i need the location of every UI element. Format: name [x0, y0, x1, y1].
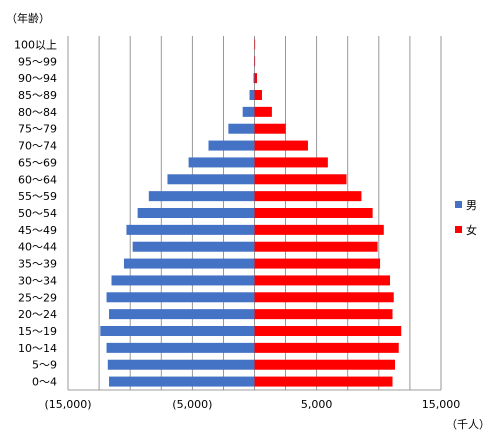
x-tick-labels: (15,000) (5,000) 5,000 15,000	[44, 398, 460, 411]
age-group-label: 85～89	[18, 89, 57, 102]
bar-male	[167, 174, 255, 185]
bar-female	[254, 342, 399, 353]
age-group-label: 10～14	[18, 342, 57, 355]
legend-swatch-male	[455, 201, 462, 208]
bar-male	[106, 292, 255, 303]
bar-male	[109, 376, 255, 387]
legend: 男 女	[455, 199, 477, 237]
bar-male	[253, 73, 255, 84]
bar-female	[254, 174, 347, 185]
x-tick-label: 5,000	[301, 398, 333, 411]
bar-female	[254, 258, 381, 269]
bar-female	[254, 106, 272, 117]
age-group-label: 60～64	[18, 173, 57, 186]
bar-female	[254, 90, 262, 100]
bar-female	[254, 208, 373, 218]
bar-female	[254, 157, 328, 168]
age-group-label: 15～19	[18, 325, 57, 338]
bar-male	[126, 224, 255, 235]
age-group-label: 25～29	[18, 291, 57, 304]
bar-male	[123, 258, 255, 269]
x-tick-label: 15,000	[422, 398, 461, 411]
age-group-label: 75～79	[18, 123, 57, 136]
age-group-label: 70～74	[18, 140, 57, 153]
bars	[100, 39, 402, 387]
bar-female	[254, 292, 394, 303]
bar-female	[254, 241, 378, 252]
bar-female	[254, 224, 384, 235]
bar-female	[254, 376, 393, 387]
age-group-label: 50～54	[18, 207, 57, 220]
bar-male	[132, 241, 255, 252]
bar-female	[254, 73, 257, 84]
legend-label-male: 男	[466, 199, 477, 212]
age-group-label: 80～84	[18, 106, 57, 119]
bar-male	[208, 140, 255, 151]
x-axis-unit-label: （千人）	[446, 418, 490, 431]
age-group-label: 95～99	[18, 55, 57, 68]
age-group-label: 35～39	[18, 258, 57, 271]
age-group-label: 40～44	[18, 241, 57, 254]
x-tick-label: (15,000)	[44, 398, 91, 411]
bar-male	[111, 275, 255, 286]
bar-male	[106, 342, 255, 353]
age-group-label: 65～69	[18, 156, 57, 169]
bar-male	[100, 326, 255, 336]
bar-male	[109, 309, 255, 320]
age-group-label: 20～24	[18, 308, 57, 321]
bar-male	[228, 123, 255, 134]
bar-male	[137, 208, 255, 218]
age-group-label: 5～9	[32, 359, 57, 372]
bar-female	[254, 123, 286, 134]
bar-female	[254, 326, 402, 336]
age-group-label: 30～34	[18, 274, 57, 287]
bar-female	[254, 275, 391, 286]
bar-male	[188, 157, 255, 168]
bar-male	[242, 106, 255, 117]
bar-male	[107, 359, 255, 370]
bar-female	[254, 140, 308, 151]
bar-female	[254, 359, 395, 370]
bar-female	[254, 309, 393, 320]
age-group-labels: 0～4 5～9 10～14 15～19 20～24 25～29 30～34 35～39 40～4…	[14, 38, 57, 388]
age-group-label: 55～59	[18, 190, 57, 203]
bar-female	[254, 56, 256, 67]
bar-female	[254, 191, 362, 202]
age-group-label: 100以上	[14, 38, 57, 51]
age-group-label: 45～49	[18, 224, 57, 237]
y-axis-unit-label: （年齢）	[6, 11, 50, 25]
legend-label-female: 女	[466, 223, 477, 237]
bar-male	[148, 191, 255, 202]
legend-swatch-female	[455, 226, 462, 233]
x-tick-label: (5,000)	[172, 398, 212, 411]
bar-female	[254, 39, 256, 50]
age-group-label: 90～94	[18, 72, 57, 85]
bar-male	[249, 90, 255, 100]
age-group-label: 0～4	[32, 376, 57, 389]
